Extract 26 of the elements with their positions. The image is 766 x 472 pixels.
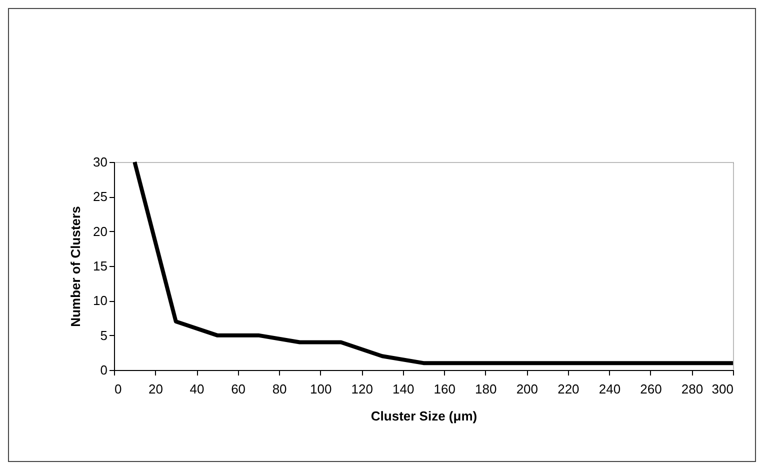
x-tick-label: 60 xyxy=(231,382,246,396)
x-tick-label: 280 xyxy=(681,382,704,396)
y-tick-label: 15 xyxy=(93,258,108,274)
x-tick-label: 200 xyxy=(516,382,538,396)
x-tick-label: 40 xyxy=(190,382,204,396)
x-tick-label: 0 xyxy=(114,382,122,396)
x-tick-label: 80 xyxy=(272,382,287,396)
x-tick-label: 120 xyxy=(351,382,373,396)
x-tick-label: 160 xyxy=(434,382,456,396)
y-tick-label: 10 xyxy=(93,293,108,308)
x-tick-label: 300 xyxy=(712,382,734,396)
x-tick-label: 220 xyxy=(558,382,580,396)
y-axis-title: Number of Clusters xyxy=(68,206,84,327)
y-tick-label: 25 xyxy=(93,189,108,204)
x-tick-label: 240 xyxy=(598,382,621,396)
x-tick-label: 100 xyxy=(310,382,332,396)
x-tick-label: 260 xyxy=(640,382,662,396)
x-tick-label: 140 xyxy=(392,382,414,396)
y-tick-label: 20 xyxy=(93,224,108,239)
y-tick-label: 30 xyxy=(93,154,108,170)
y-tick-label: 0 xyxy=(100,362,108,378)
line-series xyxy=(132,160,735,366)
x-axis-title: Cluster Size (μm) xyxy=(370,408,478,424)
x-tick-label: 20 xyxy=(148,382,163,396)
y-tick-label: 5 xyxy=(100,328,108,343)
x-tick-label: 180 xyxy=(475,382,497,396)
